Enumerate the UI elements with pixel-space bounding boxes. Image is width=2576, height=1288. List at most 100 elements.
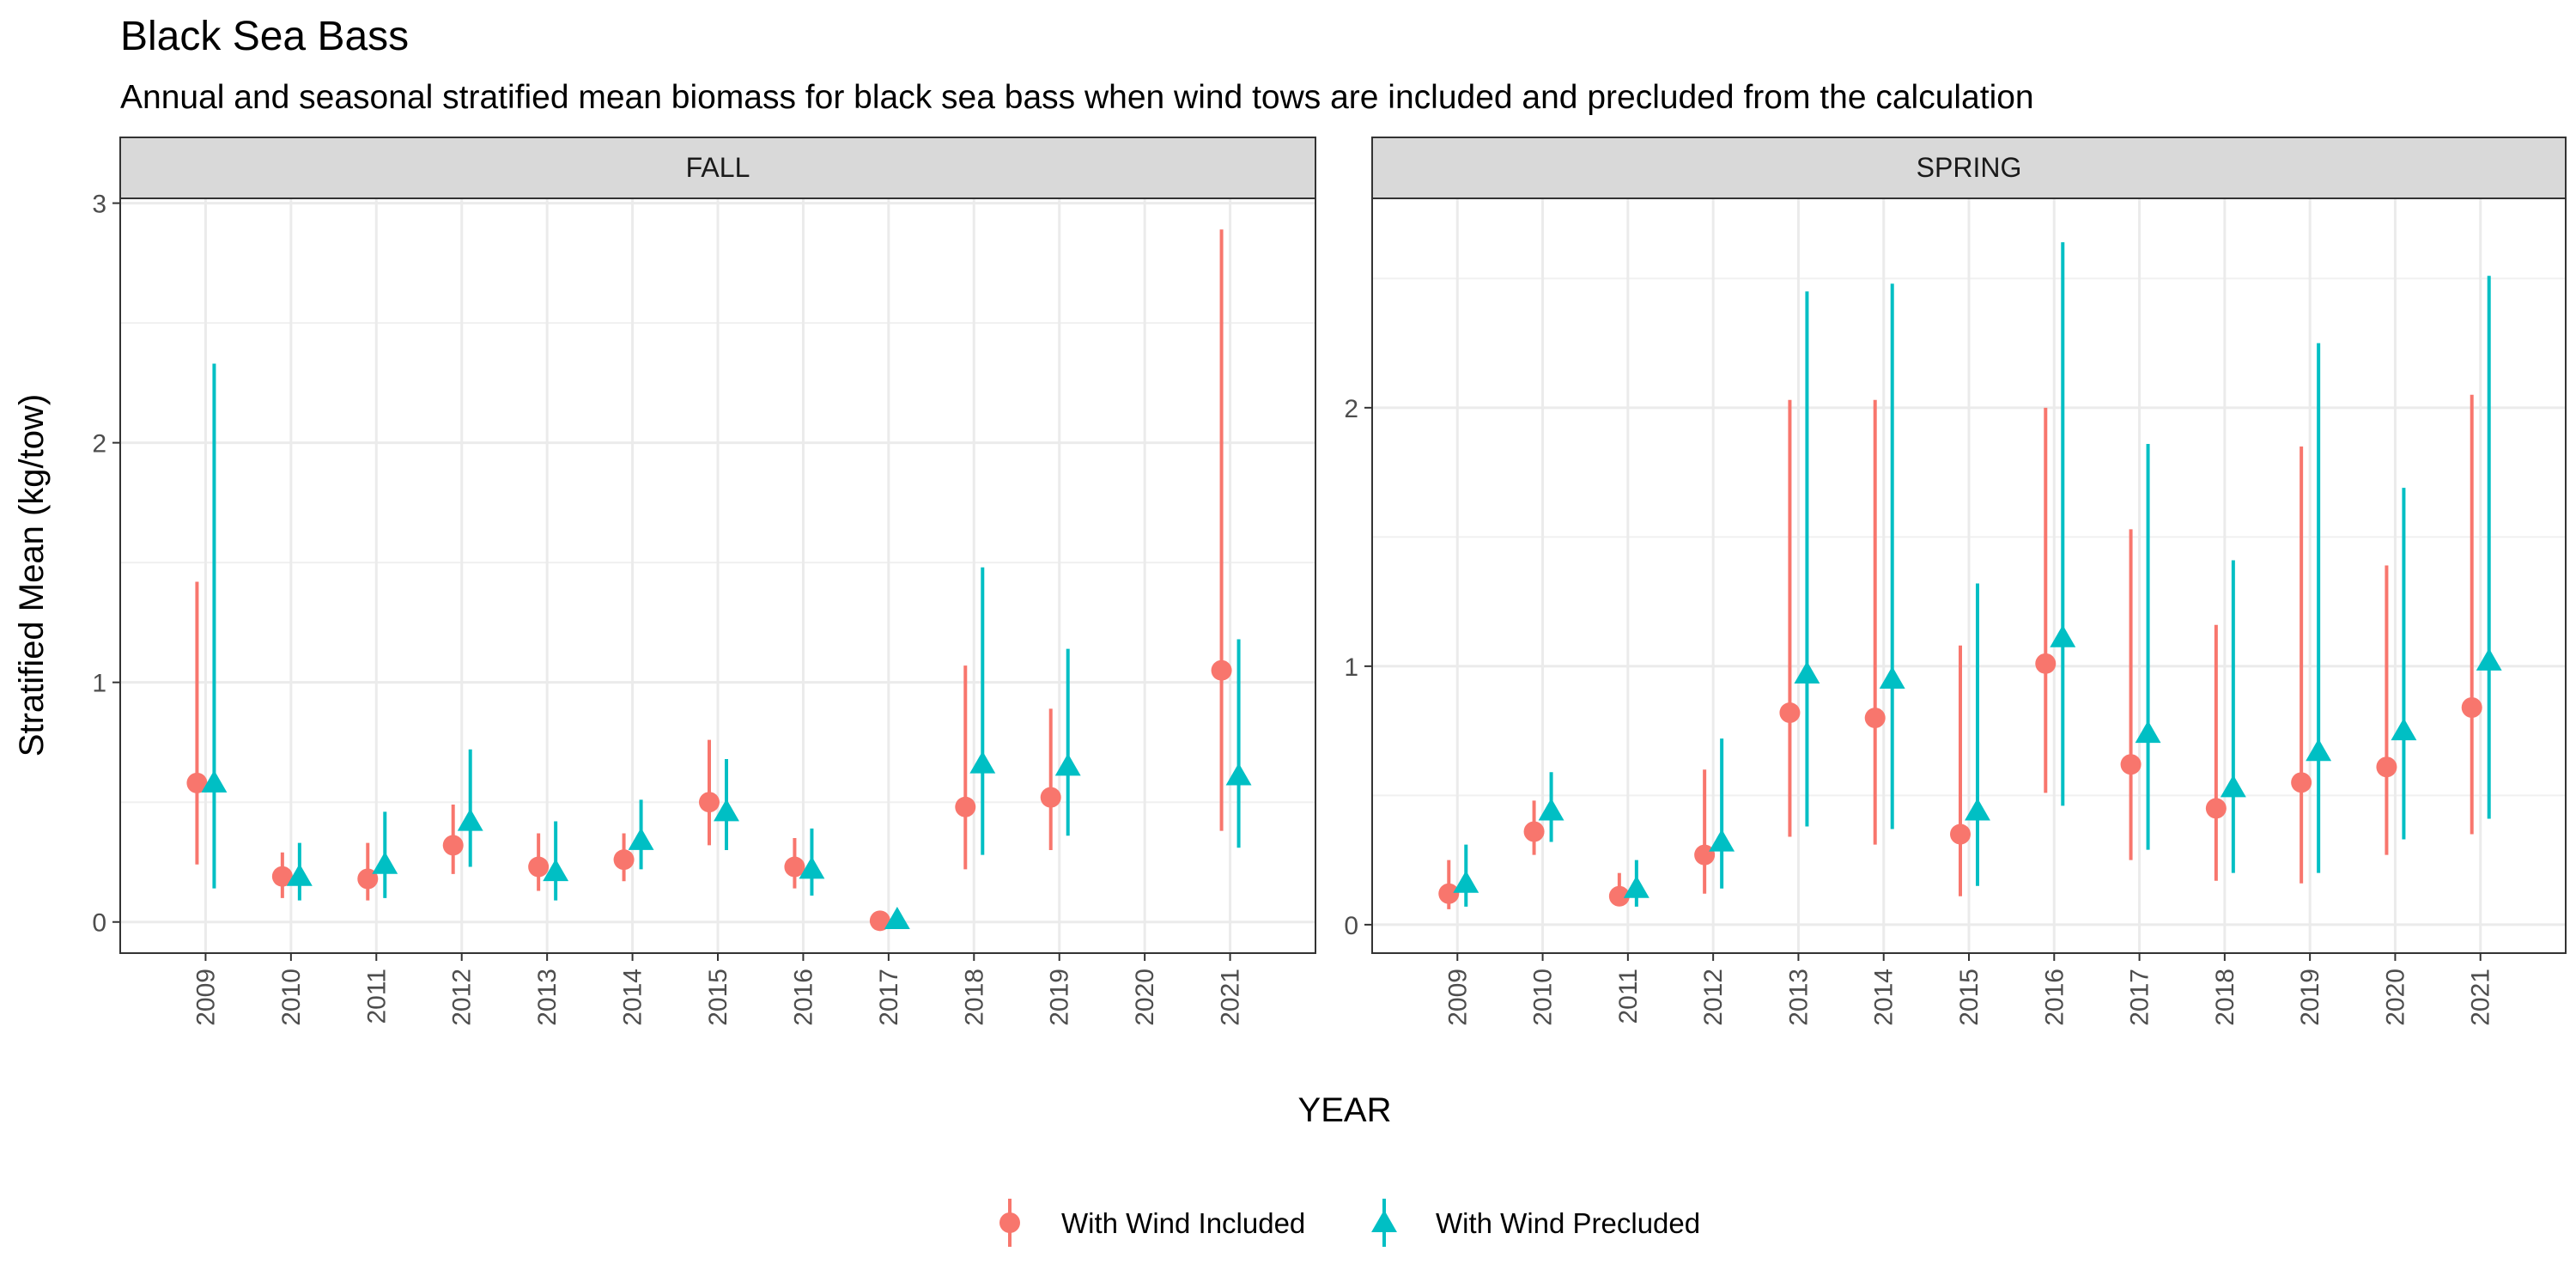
x-axis-title: YEAR [1298,1091,1392,1129]
y-tick-label: 2 [1344,395,1358,423]
x-tick-label: 2010 [1529,969,1558,1026]
data-point [869,910,890,932]
data-point [1523,821,1545,842]
data-point [1779,702,1801,724]
data-point [457,808,483,831]
data-point [699,792,720,813]
x-tick-label: 2013 [1784,969,1813,1026]
x-tick-label: 2014 [619,969,647,1026]
data-point [2205,798,2227,819]
facet-strip-label: SPRING [1917,152,2022,183]
y-tick-label: 1 [1344,653,1358,682]
data-point [1040,787,1061,808]
data-point [201,769,228,793]
data-point [2476,647,2502,671]
data-point [2391,718,2417,741]
y-tick-label: 0 [92,909,106,938]
panel-spring: SPRING 0 1 2 2009 2010 2011 2012 2013 2014 2015 201… [1344,137,2567,1026]
data-point [1709,829,1735,852]
x-tick-label: 2017 [2126,969,2154,1026]
data-point [1864,708,1886,729]
data-point [628,827,654,850]
data-point [442,835,464,856]
data-point [372,851,398,874]
x-tick-label: 2012 [448,969,477,1026]
data-point [1438,883,1460,904]
data-point [784,856,805,878]
x-tick-label: 2018 [2211,969,2239,1026]
data-point [1225,762,1252,786]
facet-strip-label: FALL [686,152,750,183]
facet-strip [119,137,1316,199]
panel-border [119,197,1316,954]
legend: With Wind Included With Wind Precluded [999,1199,1700,1247]
data-point [955,796,976,817]
x-tick-label: 2013 [533,969,562,1026]
x-tick-label: 2010 [277,969,306,1026]
x-tick-label: 2020 [1131,969,1159,1026]
data-point [1879,665,1905,689]
data-point [528,856,550,878]
y-tick-label: 1 [92,670,106,698]
y-tick-label: 3 [92,191,106,219]
data-point [186,772,208,793]
y-tick-label: 2 [92,430,106,459]
y-tick-label: 0 [1344,912,1358,940]
data-point [799,856,825,879]
facet-panels: FALL 0 1 2 3 2009 2010 2011 2012 2013 2014 2015 2016… [92,137,2567,1026]
x-tick-label: 2011 [362,969,391,1024]
x-tick-label: 2016 [2040,969,2069,1026]
legend-label: With Wind Included [1061,1207,1305,1239]
data-point [2306,738,2332,762]
legend-label: With Wind Precluded [1436,1207,1700,1239]
panel-fall: FALL 0 1 2 3 2009 2010 2011 2012 2013 2014 2015 2016… [92,137,1316,1026]
x-tick-label: 2012 [1699,969,1728,1026]
legend-key-marker [1371,1210,1397,1233]
x-tick-label: 2020 [2381,969,2409,1026]
x-tick-label: 2017 [875,969,903,1026]
data-point [1608,885,1630,907]
data-point [2035,653,2057,674]
data-point [2461,697,2482,719]
data-point [1453,870,1479,893]
chart-subtitle: Annual and seasonal stratified mean biom… [120,79,2034,116]
data-point [543,859,569,882]
x-tick-label: 2021 [1217,969,1245,1026]
data-point [1694,844,1716,866]
data-point [714,799,739,822]
data-point [1950,823,1971,845]
data-point [1623,875,1649,898]
data-point [271,866,293,887]
x-tick-label: 2009 [191,969,220,1026]
data-point [2050,624,2076,647]
legend-key-marker [999,1212,1020,1233]
x-tick-label: 2021 [2467,969,2495,1026]
data-point [2120,754,2142,775]
facet-strip [1371,137,2567,199]
x-tick-label: 2019 [1046,969,1074,1026]
data-point [613,849,635,871]
data-point [1211,659,1232,681]
x-tick-label: 2016 [789,969,817,1026]
data-point [2135,720,2161,744]
x-tick-label: 2019 [2296,969,2324,1026]
x-tick-label: 2015 [1955,969,1984,1026]
data-point [2376,756,2397,778]
data-point [286,863,313,886]
data-point [969,750,996,774]
chart-title: Black Sea Bass [120,14,409,59]
data-point [1054,753,1081,776]
data-point [2220,775,2246,798]
x-tick-label: 2018 [960,969,988,1026]
panel-border [1371,197,2567,954]
data-point [2291,772,2312,793]
data-point [1538,798,1564,821]
y-axis-title: Stratified Mean (kg/tow) [13,394,51,756]
x-tick-label: 2011 [1614,969,1643,1024]
x-tick-label: 2014 [1870,969,1899,1026]
data-point [1794,660,1820,683]
data-point [1965,798,1990,821]
data-point [884,906,910,929]
x-tick-label: 2015 [704,969,732,1026]
